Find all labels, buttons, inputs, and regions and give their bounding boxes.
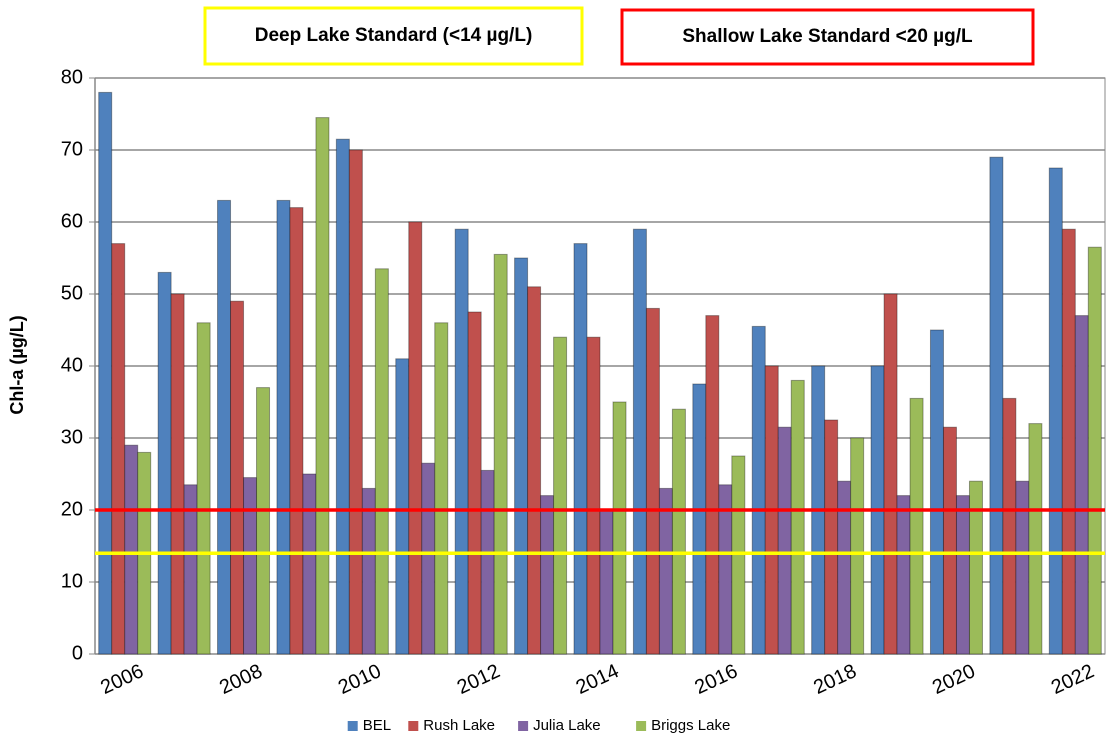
bar [1015,480,1030,655]
reference-box [620,8,1035,66]
x-tick-label: 2008 [216,660,266,699]
bar [467,311,482,655]
bar [395,358,410,655]
bar [408,221,423,655]
bar [315,117,330,655]
bar [335,138,350,655]
legend-label: Briggs Lake [651,717,730,734]
bar [790,379,805,655]
bar [217,199,232,655]
bar [243,477,258,655]
bar [124,444,139,655]
bar [837,480,852,655]
bar [1002,397,1017,655]
bar [1074,315,1089,655]
bar [692,383,707,655]
bar [573,243,588,655]
bar [1048,167,1063,655]
bar [883,293,898,655]
reference-label: Shallow Lake Standard <20 µg/L [682,26,973,47]
bar [850,437,865,655]
y-tick-label: 10 [61,570,83,592]
bar [361,487,376,655]
y-axis-title: Chl-a (µg/L) [7,315,27,414]
bar [421,462,436,655]
y-tick-label: 60 [61,210,83,232]
y-tick-label: 50 [61,282,83,304]
legend-label: Rush Lake [423,717,495,734]
bar [645,307,660,655]
bar [230,300,245,655]
y-tick-label: 80 [61,66,83,88]
y-tick-label: 20 [61,498,83,520]
bar [540,495,555,655]
x-tick-label: 2022 [1048,660,1098,699]
bar [989,156,1004,655]
x-tick-label: 2018 [810,660,860,699]
bar [777,426,792,655]
bar [896,495,911,655]
bar [586,336,601,655]
y-tick-label: 0 [72,642,83,664]
bar [480,469,495,655]
legend-swatch [408,721,419,731]
bar [751,325,766,655]
x-tick-label: 2020 [929,660,979,699]
bar [276,199,291,655]
reference-label: Deep Lake Standard (<14 µg/L) [255,25,533,46]
bar [348,149,363,655]
bar [170,293,185,655]
bar [955,495,970,655]
bar [1061,228,1076,655]
x-tick-label: 2014 [573,660,623,699]
bar [824,419,839,655]
bar [731,455,746,655]
legend-label: Julia Lake [533,717,601,734]
x-tick-label: 2010 [335,660,385,699]
bar [374,268,389,655]
bar [527,286,542,655]
y-tick-label: 40 [61,354,83,376]
legend-label: BEL [363,717,391,734]
bar [909,397,924,655]
bar [256,387,271,655]
bar [302,473,317,655]
legend-swatch [347,721,358,731]
bar [98,91,113,655]
bar [671,408,686,655]
x-tick-label: 2012 [454,660,504,699]
bar [289,207,304,655]
reference-box [203,6,584,66]
bar [196,322,211,655]
bar [493,253,508,655]
bar [157,271,172,655]
bar [929,329,944,655]
bar [632,228,647,655]
y-tick-label: 30 [61,426,83,448]
bar [705,315,720,655]
bar [612,401,627,655]
legend-swatch [636,721,647,731]
bar [454,228,469,655]
y-tick-label: 70 [61,138,83,160]
bar [111,243,126,655]
bar [434,322,449,655]
x-tick-label: 2016 [691,660,741,699]
bar [599,509,614,655]
bar [1087,246,1102,655]
bar [1028,423,1043,655]
bar [658,487,673,655]
bar [514,257,529,655]
x-tick-label: 2006 [97,660,147,699]
bar [553,336,568,655]
legend-swatch [518,721,529,731]
bar [968,480,983,655]
bar [942,426,957,655]
